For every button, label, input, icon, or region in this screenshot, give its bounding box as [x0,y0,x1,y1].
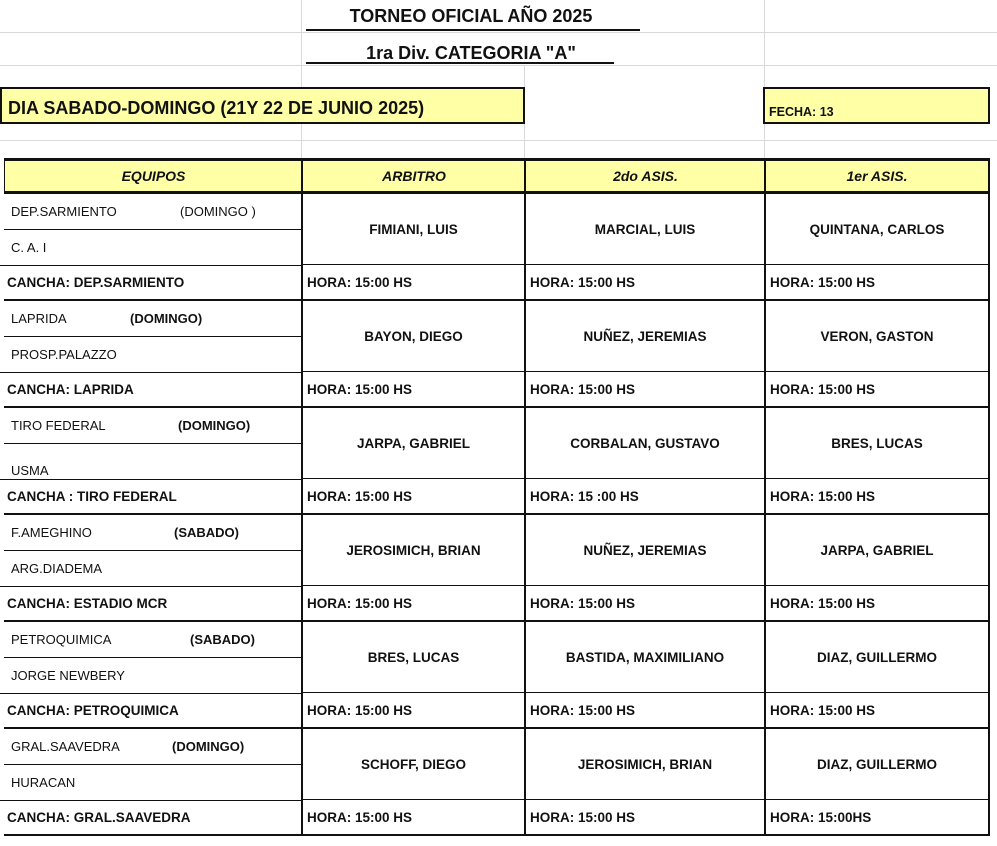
header-equipos: EQUIPOS [4,158,302,194]
header-1er-asis: 1er ASIS. [764,158,990,194]
hora-asis2: HORA: 15:00 HS [524,693,764,727]
gridline [0,65,997,66]
asis1-cell: BRES, LUCAS [764,408,988,479]
match-day: (DOMINGO ) [180,204,256,219]
team-away: JORGE NEWBERY [11,668,125,683]
hora-asis1: HORA: 15:00 HS [764,586,988,620]
page-subtitle: 1ra Div. CATEGORIA "A" [366,43,576,63]
team-away-cell: PROSP.PALAZZO [4,337,301,372]
cancha-cell: CANCHA: PETROQUIMICA [0,693,301,727]
cancha-cell: CANCHA: DEP.SARMIENTO [0,265,301,299]
team-away-cell: USMA [4,444,301,479]
page-title: TORNEO OFICIAL AÑO 2025 [349,6,593,26]
asis1-cell: QUINTANA, CARLOS [764,194,988,265]
match-block: TIRO FEDERAL (DOMINGO) USMA JARPA, GABRI… [0,408,990,515]
arbitro-cell: FIMIANI, LUIS [301,194,524,265]
match-day: (SABADO) [190,632,255,647]
cancha-cell: CANCHA : TIRO FEDERAL [0,479,301,513]
match-day: (DOMINGO) [172,739,245,754]
team-away-cell: C. A. I [4,230,301,265]
match-block: F.AMEGHINO (SABADO) ARG.DIADEMA JEROSIMI… [0,515,990,622]
hora-asis1: HORA: 15:00 HS [764,372,988,406]
team-home-cell: DEP.SARMIENTO [4,194,301,230]
hora-arbitro: HORA: 15:00 HS [301,265,524,299]
match-day: (SABADO) [174,525,239,540]
asis1-cell: JARPA, GABRIEL [764,515,988,586]
team-away: USMA [11,463,49,478]
match-block: DEP.SARMIENTO (DOMINGO ) C. A. I FIMIANI… [0,194,990,301]
hora-asis1: HORA: 15:00HS [764,800,988,834]
hora-asis2: HORA: 15:00 HS [524,800,764,834]
gridline [0,140,997,141]
hora-asis2: HORA: 15:00 HS [524,586,764,620]
hora-asis2: HORA: 15 :00 HS [524,479,764,513]
hora-asis1: HORA: 15:00 HS [764,265,988,299]
asis2-cell: NUÑEZ, JEREMIAS [524,301,764,372]
gridline [0,32,997,33]
match-block: LAPRIDA (DOMINGO) PROSP.PALAZZO BAYON, D… [0,301,990,408]
team-away-cell: ARG.DIADEMA [4,551,301,586]
team-away: HURACAN [11,775,76,790]
team-away: PROSP.PALAZZO [11,347,117,362]
team-home-cell: F.AMEGHINO [4,515,301,551]
match-day: (DOMINGO) [178,418,251,433]
asis2-cell: NUÑEZ, JEREMIAS [524,515,764,586]
arbitro-cell: BRES, LUCAS [301,622,524,693]
arbitro-cell: JEROSIMICH, BRIAN [301,515,524,586]
header-arbitro: ARBITRO [301,158,525,194]
match-block: GRAL.SAAVEDRA (DOMINGO) HURACAN SCHOFF, … [0,729,990,836]
match-day: (DOMINGO) [130,311,203,326]
title-underline [306,29,640,31]
asis1-cell: VERON, GASTON [764,301,988,372]
team-home: TIRO FEDERAL [11,418,106,433]
dia-banner: DIA SABADO-DOMINGO (21Y 22 DE JUNIO 2025… [0,87,525,124]
asis2-cell: MARCIAL, LUIS [524,194,764,265]
hora-asis1: HORA: 15:00 HS [764,693,988,727]
team-home: DEP.SARMIENTO [11,204,117,219]
subtitle-underline [306,62,614,64]
cancha-cell: CANCHA: GRAL.SAAVEDRA [0,800,301,834]
hora-arbitro: HORA: 15:00 HS [301,586,524,620]
arbitro-cell: SCHOFF, DIEGO [301,729,524,800]
team-home: F.AMEGHINO [11,525,92,540]
asis2-cell: JEROSIMICH, BRIAN [524,729,764,800]
team-away-cell: HURACAN [4,765,301,800]
team-away: ARG.DIADEMA [11,561,103,576]
arbitro-cell: JARPA, GABRIEL [301,408,524,479]
gridline [301,0,302,158]
asis2-cell: BASTIDA, MAXIMILIANO [524,622,764,693]
team-home: LAPRIDA [11,311,67,326]
team-home-cell: GRAL.SAAVEDRA [4,729,301,765]
gridline [764,0,765,158]
asis2-cell: CORBALAN, GUSTAVO [524,408,764,479]
hora-asis2: HORA: 15:00 HS [524,372,764,406]
fecha-label: FECHA: 13 [763,87,990,124]
cancha-cell: CANCHA: ESTADIO MCR [0,586,301,620]
hora-asis1: HORA: 15:00 HS [764,479,988,513]
match-block: PETROQUIMICA (SABADO) JORGE NEWBERY BRES… [0,622,990,729]
team-home-cell: LAPRIDA [4,301,301,337]
header-2do-asis: 2do ASIS. [524,158,765,194]
team-away: C. A. I [11,240,47,255]
cancha-cell: CANCHA: LAPRIDA [0,372,301,406]
arbitro-cell: BAYON, DIEGO [301,301,524,372]
hora-arbitro: HORA: 15:00 HS [301,479,524,513]
asis1-cell: DIAZ, GUILLERMO [764,622,988,693]
team-home: GRAL.SAAVEDRA [11,739,120,754]
team-home: PETROQUIMICA [11,632,112,647]
hora-arbitro: HORA: 15:00 HS [301,372,524,406]
team-home-cell: TIRO FEDERAL [4,408,301,444]
hora-arbitro: HORA: 15:00 HS [301,693,524,727]
team-home-cell: PETROQUIMICA [4,622,301,658]
asis1-cell: DIAZ, GUILLERMO [764,729,988,800]
hora-asis2: HORA: 15:00 HS [524,265,764,299]
hora-arbitro: HORA: 15:00 HS [301,800,524,834]
team-away-cell: JORGE NEWBERY [4,658,301,693]
